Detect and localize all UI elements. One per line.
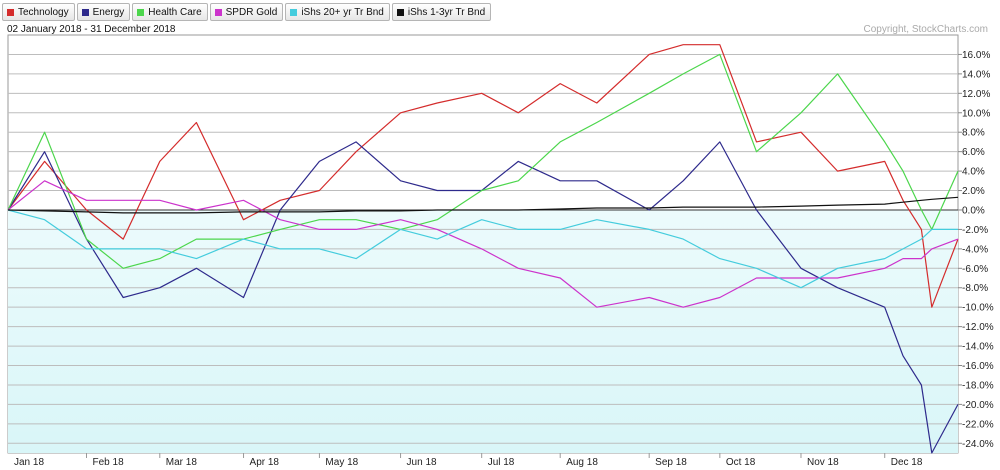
x-tick-label: Jan 18 [14,457,44,468]
series-line-5 [7,196,959,214]
legend-item-0[interactable]: Technology [2,3,75,21]
legend-item-4[interactable]: iShs 20+ yr Tr Bnd [285,3,390,21]
chart-legend: Technology Energy Health Care SPDR Gold iShs… [2,3,493,21]
y-tick-label: -10.0% [962,303,994,314]
x-tick-label: Oct 18 [726,457,756,468]
copyright-label: Copyright, StockCharts.com [863,24,989,35]
x-tick-label: Apr 18 [250,457,280,468]
y-tick-label: 2.0% [962,186,985,197]
legend-label: Energy [92,6,125,18]
legend-item-3[interactable]: SPDR Gold [209,3,284,21]
series-line-1 [7,141,959,454]
x-tick-label: Aug 18 [566,457,598,468]
y-tick-label: 14.0% [962,69,990,80]
y-tick-label: 10.0% [962,108,990,119]
legend-swatch [81,8,89,16]
y-tick-label: 8.0% [962,128,985,139]
legend-item-1[interactable]: Energy [76,3,131,21]
x-tick-label: May 18 [325,457,358,468]
legend-swatch [214,8,222,16]
y-tick-label: -22.0% [962,419,994,430]
y-tick-label: -16.0% [962,361,994,372]
x-tick-label: Mar 18 [166,457,198,468]
y-tick-label: -6.0% [962,264,988,275]
series-line-4 [7,209,958,289]
y-tick-label: -4.0% [962,244,988,255]
legend-swatch [137,8,145,16]
y-tick-label: -18.0% [962,380,994,391]
x-tick-label: Nov 18 [807,457,839,468]
legend-label: iShs 20+ yr Tr Bnd [301,6,384,18]
legend-label: Health Care [148,6,202,18]
y-tick-label: -14.0% [962,342,994,353]
y-tick-label: -12.0% [962,322,994,333]
x-tick-label: Feb 18 [93,457,125,468]
legend-swatch [7,8,14,16]
date-range-label: 02 January 2018 - 31 December 2018 [7,24,176,35]
y-tick-label: 4.0% [962,167,985,178]
y-tick-label: -8.0% [962,283,988,294]
y-tick-label: 12.0% [962,89,990,100]
x-tick-label: Jul 18 [488,457,515,468]
x-tick-label: Jun 18 [407,457,437,468]
y-tick-label: -24.0% [962,439,994,450]
x-tick-label: Dec 18 [891,457,923,468]
x-tick-label: Sep 18 [655,457,687,468]
legend-label: iShs 1-3yr Tr Bnd [407,6,486,18]
legend-swatch [396,8,404,16]
legend-swatch [290,8,298,16]
y-tick-label: -20.0% [962,400,994,411]
y-tick-label: -2.0% [962,225,988,236]
series-line-3 [7,180,959,308]
y-tick-label: 16.0% [962,50,990,61]
y-tick-label: 6.0% [962,147,985,158]
y-tick-label: 0.0% [962,205,985,216]
legend-item-5[interactable]: iShs 1-3yr Tr Bnd [391,3,492,21]
legend-item-2[interactable]: Health Care [132,3,208,21]
legend-label: Technology [18,6,69,18]
legend-label: SPDR Gold [225,6,278,18]
series-line-0 [7,44,959,308]
negative-region-fill [8,209,958,453]
